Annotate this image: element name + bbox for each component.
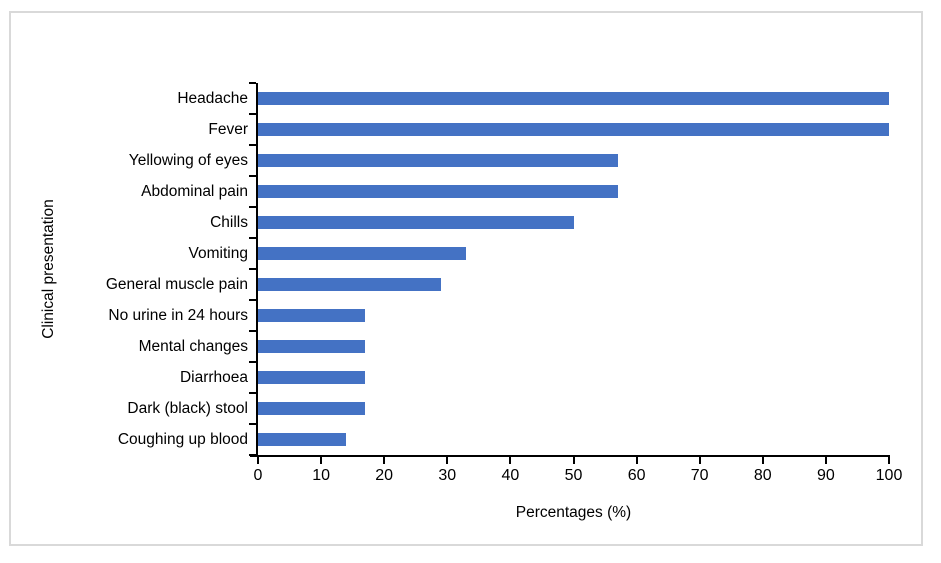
- x-axis-title: Percentages (%): [515, 504, 632, 521]
- x-axis-tick: [383, 457, 386, 464]
- x-axis-tick-label: 40: [501, 467, 520, 484]
- y-axis-tick: [249, 113, 256, 115]
- x-axis-tick: [572, 457, 575, 464]
- x-axis-tick: [446, 457, 449, 464]
- x-axis-tick-label: 30: [438, 467, 457, 484]
- y-axis-tick: [249, 175, 256, 177]
- bar: [258, 123, 889, 136]
- x-axis-tick-label: 100: [875, 467, 903, 484]
- x-axis-tick-label: 80: [753, 467, 772, 484]
- x-axis-tick-label: 60: [627, 467, 646, 484]
- y-axis-tick: [249, 237, 256, 239]
- category-label: Yellowing of eyes: [128, 152, 248, 169]
- y-axis-tick: [249, 206, 256, 208]
- category-label: Dark (black) stool: [127, 400, 248, 417]
- y-axis-tick: [249, 268, 256, 270]
- category-label: Vomiting: [188, 245, 248, 262]
- bar: [258, 371, 366, 384]
- x-axis-line: [250, 455, 890, 457]
- x-axis-tick: [635, 457, 638, 464]
- y-axis-tick: [249, 423, 256, 425]
- bar: [258, 433, 347, 446]
- x-axis-tick: [257, 457, 259, 464]
- x-axis-tick: [888, 457, 890, 464]
- x-axis-tick: [761, 457, 764, 464]
- x-axis-tick: [509, 457, 512, 464]
- x-axis-tick-label: 90: [816, 467, 835, 484]
- y-axis-tick: [249, 330, 256, 332]
- x-axis-tick: [698, 457, 701, 464]
- bar: [258, 340, 366, 353]
- x-axis-tick-label: 10: [312, 467, 330, 484]
- x-axis-tick-label: 0: [253, 467, 263, 484]
- bar: [258, 216, 574, 229]
- category-label: Coughing up blood: [117, 431, 248, 448]
- category-label: Fever: [208, 121, 248, 138]
- y-axis-tick: [249, 392, 256, 394]
- y-axis-tick: [249, 361, 256, 363]
- x-axis-tick-label: 50: [564, 467, 583, 484]
- bar: [258, 278, 441, 291]
- category-label: Headache: [177, 90, 248, 107]
- bar: [258, 402, 366, 415]
- y-axis-tick: [249, 82, 256, 84]
- y-axis-tick: [249, 144, 256, 146]
- x-axis-tick: [824, 457, 827, 464]
- category-label: Mental changes: [138, 338, 248, 355]
- bar: [258, 309, 366, 322]
- bar: [258, 247, 467, 260]
- category-label: Chills: [210, 214, 248, 231]
- x-axis-tick: [320, 457, 323, 464]
- x-axis-tick-label: 70: [690, 467, 709, 484]
- x-axis-tick-label: 20: [375, 467, 394, 484]
- category-label: Diarrhoea: [179, 369, 248, 386]
- category-label: General muscle pain: [105, 276, 248, 293]
- bar: [258, 185, 618, 198]
- category-label: No urine in 24 hours: [108, 307, 248, 324]
- y-axis-line: [256, 83, 258, 457]
- y-axis-tick: [249, 454, 256, 456]
- bar: [258, 154, 618, 167]
- category-label: Abdominal pain: [141, 183, 248, 200]
- bar: [258, 92, 889, 105]
- y-axis-tick: [249, 299, 256, 301]
